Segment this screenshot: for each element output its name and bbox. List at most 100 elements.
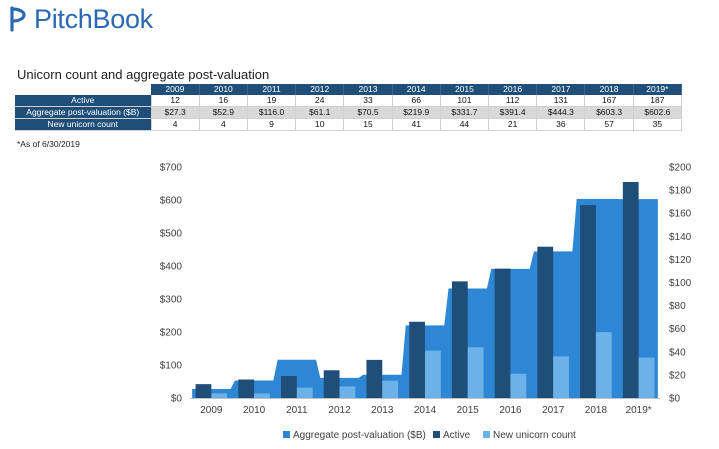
x-axis-tick-label: 2017 <box>542 405 565 416</box>
table-row-label: Aggregate post-valuation ($B) <box>15 106 152 119</box>
table-cell: $61.1 <box>295 106 345 119</box>
table-cell: 21 <box>488 118 538 131</box>
bar-active <box>409 321 425 398</box>
x-axis-tick-label: 2015 <box>457 405 480 416</box>
bar-active <box>580 205 596 398</box>
x-axis-tick-label: 2014 <box>414 405 437 416</box>
table-cell: $52.9 <box>199 106 248 119</box>
table-year-header: 2010 <box>199 84 248 95</box>
bar-active <box>537 246 554 398</box>
table-cell: $331.7 <box>440 106 490 119</box>
table-cell: 131 <box>536 95 586 107</box>
table-cell: 4 <box>151 118 200 131</box>
table-row: Aggregate post-valuation ($B) $27.3 $52.9 $… <box>15 106 683 119</box>
table-cell: 101 <box>440 95 490 107</box>
table-cell: $603.3 <box>584 106 634 119</box>
left-axis-tick-label: $600 <box>160 196 183 207</box>
page-title: Unicorn count and aggregate post-valuati… <box>17 67 270 82</box>
bar-new-unicorn-count <box>638 357 655 398</box>
table-year-header: 2009 <box>151 84 200 95</box>
left-axis-tick-label: $100 <box>160 361 183 372</box>
legend-swatch <box>433 431 440 438</box>
bar-new-unicorn-count <box>254 393 270 398</box>
legend-label: New unicorn count <box>493 430 576 441</box>
table-cell: 9 <box>247 118 297 131</box>
table-cell: 33 <box>343 95 393 107</box>
pitchbook-logo-icon <box>10 6 26 32</box>
table-cell: 44 <box>440 118 490 131</box>
left-axis-tick-label: $700 <box>160 163 183 174</box>
table-cell: $602.6 <box>633 106 683 119</box>
bar-active <box>238 379 255 398</box>
bar-new-unicorn-count <box>296 387 313 398</box>
left-axis-tick-label: $400 <box>160 262 183 273</box>
table-year-header: 2015 <box>440 84 490 95</box>
left-axis-tick-label: $300 <box>160 295 183 306</box>
table-year-header: 2018 <box>584 84 634 95</box>
table-cell: 15 <box>343 118 393 131</box>
left-axis: $0 $100 $200 $300 $400 $500 $600 $700 <box>160 163 183 405</box>
table-cell: 16 <box>199 95 248 107</box>
table-cell: 24 <box>295 95 345 107</box>
table-cell: $116.0 <box>247 106 297 119</box>
table-row: New unicorn count 4 4 9 10 15 41 44 21 36 57 35 <box>15 118 683 131</box>
bar-active <box>494 268 511 398</box>
table-corner <box>15 84 151 95</box>
x-axis-tick-label: 2009 <box>200 405 223 416</box>
x-axis-tick-label: 2013 <box>371 405 394 416</box>
x-axis-tick-label: 2018 <box>585 405 608 416</box>
table-year-header: 2012 <box>295 84 345 95</box>
table-cell: 35 <box>633 118 683 131</box>
bar-active <box>281 376 297 398</box>
right-axis-tick-label: $100 <box>669 278 692 289</box>
table-cell: $219.9 <box>392 106 441 119</box>
bar-active <box>366 359 383 398</box>
right-axis-tick-label: $120 <box>669 255 692 266</box>
x-axis: 2009 2010 2011 2012 2013 2014 2015 2016 2017 2018… <box>190 398 660 416</box>
table-row: Active 12 16 19 24 33 66 101 112 131 167 187 <box>15 95 683 107</box>
left-axis-tick-label: $200 <box>160 328 183 339</box>
table-body: Active 12 16 19 24 33 66 101 112 131 167 187 Aggrega… <box>15 95 683 131</box>
table-cell: 36 <box>536 118 586 131</box>
footnote: *As of 6/30/2019 <box>17 139 80 149</box>
legend-swatch <box>283 431 290 438</box>
bar-new-unicorn-count <box>510 373 527 398</box>
right-axis-tick-label: $140 <box>669 232 692 243</box>
bar-active <box>451 281 468 398</box>
bar-series <box>195 182 655 398</box>
table-cell: 10 <box>295 118 345 131</box>
table-year-header: 2016 <box>488 84 538 95</box>
bar-new-unicorn-count <box>595 332 612 398</box>
table-row-label: New unicorn count <box>15 118 152 131</box>
data-table: 2009 2010 2011 2012 2013 2014 2015 2016 2017 2018… <box>15 84 683 131</box>
table-cell: 12 <box>151 95 200 107</box>
right-axis-tick-label: $0 <box>669 394 681 405</box>
left-axis-tick-label: $0 <box>171 394 183 405</box>
legend: Aggregate post-valuation ($B) Active New u… <box>283 430 576 441</box>
combo-chart: $0$100$200$300$400$500$600$700 $0$20$40$… <box>160 163 692 442</box>
x-axis-tick-label: 2019* <box>626 405 652 416</box>
table-cell: 57 <box>584 118 634 131</box>
legend-swatch <box>483 431 490 438</box>
right-axis-tick-label: $80 <box>669 301 686 312</box>
bar-active <box>323 370 340 398</box>
x-axis-tick-label: 2010 <box>243 405 266 416</box>
table-cell: $444.3 <box>536 106 586 119</box>
x-axis-tick-label: 2012 <box>328 405 351 416</box>
table-year-header: 2019* <box>633 84 683 95</box>
table-year-header: 2013 <box>343 84 393 95</box>
table-row-label: Active <box>15 95 152 107</box>
table-cell: $27.3 <box>151 106 200 119</box>
pitchbook-logo: PitchBook <box>8 4 153 34</box>
right-axis: $0 $20 $40 $60 $80 $100 $120 $140 $160 $180 $200 <box>669 163 692 405</box>
right-axis-tick-label: $40 <box>669 347 686 358</box>
table-year-header: 2017 <box>536 84 586 95</box>
right-axis-tick-label: $60 <box>669 324 686 335</box>
bar-new-unicorn-count <box>553 356 569 398</box>
left-axis-tick-label: $500 <box>160 229 183 240</box>
legend-label: Aggregate post-valuation ($B) <box>293 430 426 441</box>
bar-active <box>195 384 212 398</box>
table-cell: 19 <box>247 95 297 107</box>
right-axis-tick-label: $200 <box>669 163 692 174</box>
table-year-header: 2014 <box>392 84 441 95</box>
